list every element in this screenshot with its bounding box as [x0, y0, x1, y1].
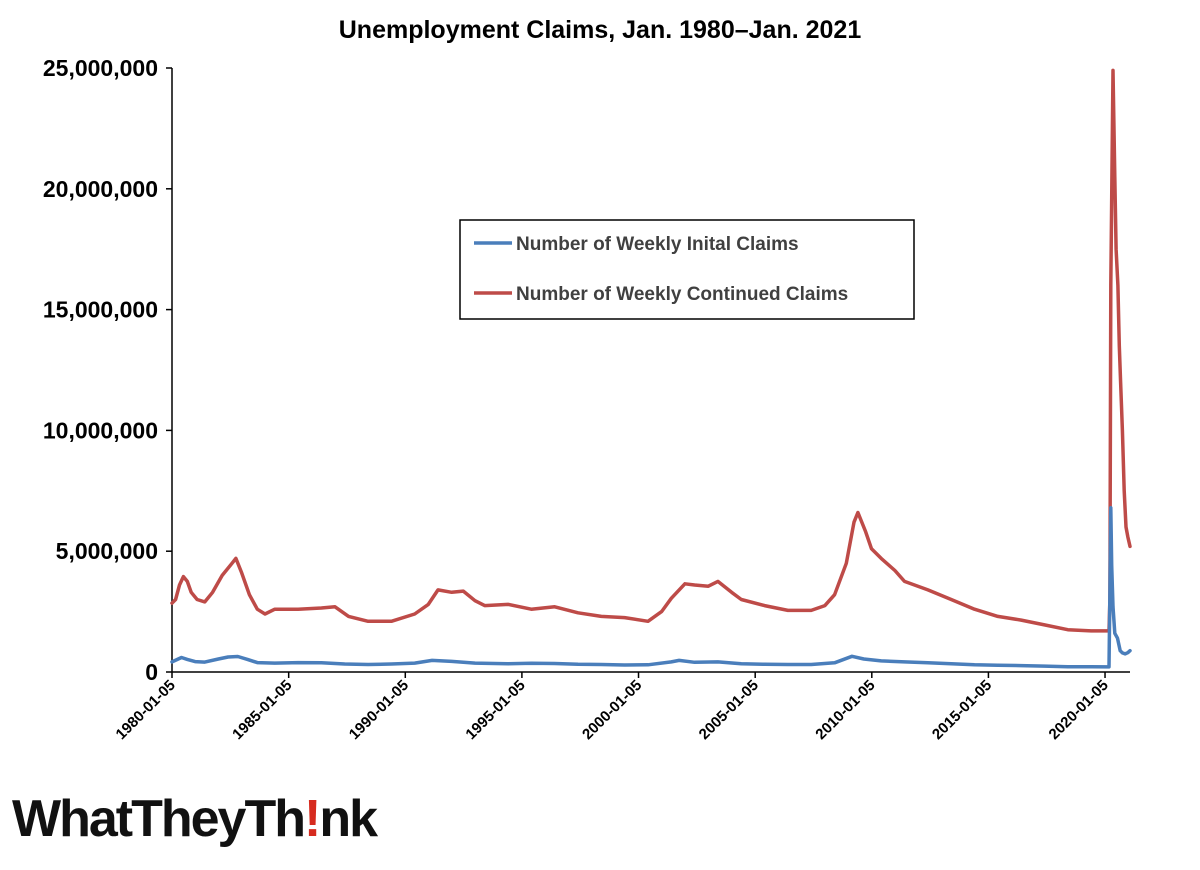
- legend-box: [459, 219, 915, 320]
- series-line-initial-claims: [170, 505, 1132, 669]
- x-tick-label: 2010-01-05: [812, 677, 878, 743]
- whattheythink-logo: WhatTheyTh! nk: [12, 788, 378, 868]
- plot-series: [170, 68, 1132, 669]
- legend: Number of Weekly Inital Claims Number of…: [459, 219, 915, 320]
- x-tick-label: 1980-01-05: [113, 677, 179, 743]
- y-tick-label: 25,000,000: [43, 55, 158, 81]
- logo-exclamation-mark: !: [303, 790, 321, 848]
- y-tick-label: 15,000,000: [43, 297, 158, 323]
- x-tick-label: 2015-01-05: [929, 677, 995, 743]
- x-tick-label: 1990-01-05: [346, 677, 412, 743]
- legend-label-initial-claims: Number of Weekly Inital Claims: [516, 234, 799, 255]
- y-tick-label: 5,000,000: [56, 538, 158, 564]
- y-axis: 0 5,000,000 10,000,000 15,000,000 20,000,000…: [43, 55, 173, 685]
- y-tick-label: 20,000,000: [43, 176, 158, 202]
- x-tick-label: 2005-01-05: [696, 677, 762, 743]
- y-tick-label: 10,000,000: [43, 417, 158, 443]
- logo-text-start: WhatTheyTh: [12, 790, 306, 848]
- x-axis: 1980-01-05 1985-01-05 1990-01-05 1995-01-05…: [113, 671, 1130, 743]
- legend-label-continued-claims: Number of Weekly Continued Claims: [516, 284, 848, 305]
- logo-text-end: nk: [319, 790, 378, 848]
- x-tick-label: 1995-01-05: [462, 677, 528, 743]
- x-tick-label: 1985-01-05: [229, 677, 295, 743]
- x-tick-label: 2020-01-05: [1046, 677, 1112, 743]
- chart-title: Unemployment Claims, Jan. 1980–Jan. 2021: [339, 16, 862, 44]
- y-tick-label: 0: [145, 659, 158, 685]
- series-line-continued-claims: [170, 68, 1132, 633]
- x-tick-label: 2000-01-05: [579, 677, 645, 743]
